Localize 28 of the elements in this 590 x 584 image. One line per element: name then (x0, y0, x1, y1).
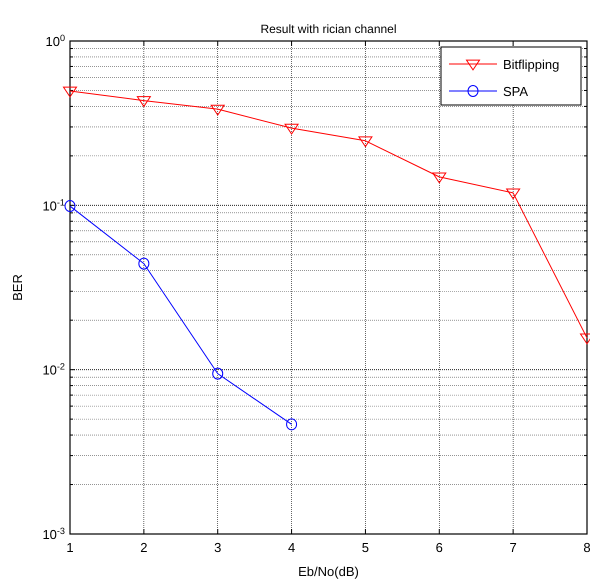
point (506, 188, 520, 200)
x-tick-label: 4 (288, 540, 296, 555)
x-tick-label: 1 (66, 540, 74, 555)
point (286, 418, 298, 430)
legend-label: SPA (503, 84, 528, 99)
x-axis-title: Eb/No(dB) (298, 564, 359, 579)
point (210, 104, 225, 116)
point (136, 96, 151, 107)
point (432, 172, 446, 184)
y-axis-title: BER (10, 274, 25, 301)
x-tick-label: 3 (214, 540, 222, 555)
point (63, 86, 77, 98)
y-tick-label: 10$^{-1}$ (42, 197, 65, 214)
point (64, 200, 76, 212)
point (212, 368, 224, 380)
y-tick-label: 10$^{0}$ (45, 33, 65, 49)
legend-label: Bitflipping (503, 57, 560, 72)
x-tick-label: 6 (436, 540, 443, 555)
point (358, 136, 372, 148)
point (138, 258, 150, 270)
point (284, 124, 299, 134)
x-tick-label: 2 (140, 540, 148, 555)
y-tick-label: 10$^{-3}$ (42, 526, 65, 542)
chart-title: Result with rician channel (260, 22, 397, 36)
x-tick-label: 7 (510, 540, 517, 555)
x-tick-label: 5 (362, 540, 370, 555)
y-tick-label: 10$^{-2}$ (42, 362, 65, 378)
x-tick-label: 8 (583, 540, 590, 555)
